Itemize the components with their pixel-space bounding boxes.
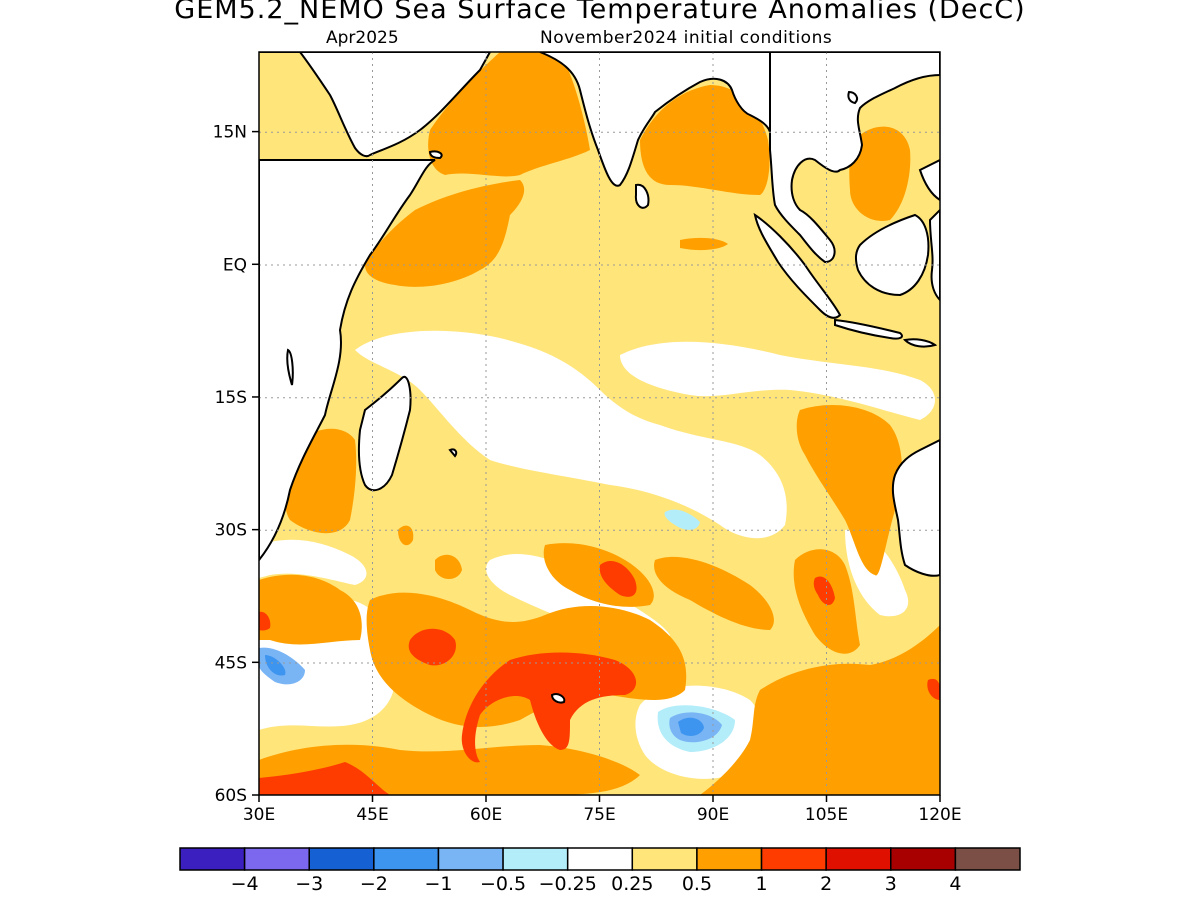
land-east-africa bbox=[259, 159, 436, 562]
colorbar-label: −3 bbox=[295, 873, 323, 895]
colorbar-swatch bbox=[890, 847, 957, 871]
colorbar: −4 −3 −2 −1 −0.5 −0.25 0.25 0.5 1 2 3 4 bbox=[179, 847, 1021, 895]
anomaly-hot-1 bbox=[408, 628, 456, 666]
initial-conditions: November2024 initial conditions bbox=[540, 28, 833, 48]
colorbar-label: 1 bbox=[755, 873, 767, 895]
anomaly-neutral-south-west bbox=[259, 539, 367, 585]
y-tick-label: 45S bbox=[215, 653, 247, 673]
anomaly-hot-3 bbox=[599, 560, 637, 597]
anomaly-warm-australia-west bbox=[796, 405, 902, 576]
colorbar-label: 0.25 bbox=[611, 873, 653, 895]
land-comoros bbox=[286, 348, 294, 386]
land-masses bbox=[259, 52, 940, 704]
land-java bbox=[834, 318, 903, 340]
x-tick-label: 75E bbox=[583, 805, 615, 825]
x-tick-label: 60E bbox=[470, 805, 502, 825]
colorbar-swatch bbox=[566, 847, 634, 871]
map-title: GEM5.2_NEMO Sea Surface Temperature Anom… bbox=[174, 0, 1026, 25]
colorbar-label: −0.5 bbox=[480, 873, 526, 895]
anomaly-hot-5 bbox=[259, 611, 271, 631]
land-sri-lanka bbox=[634, 183, 650, 209]
anomaly-hot-4 bbox=[813, 576, 835, 606]
colorbar-swatch bbox=[437, 847, 504, 871]
x-tick-label: 105E bbox=[805, 805, 848, 825]
anomaly-warm-somali bbox=[365, 180, 525, 287]
grid-lines bbox=[259, 52, 940, 795]
anomaly-warm-eq-patch bbox=[680, 237, 728, 251]
anomaly-warm-east-ridge bbox=[654, 556, 774, 630]
colorbar-swatch bbox=[502, 847, 569, 871]
anomaly-hot-7 bbox=[927, 678, 940, 700]
anomaly-hot-6 bbox=[259, 762, 390, 795]
land-sumatra bbox=[753, 212, 842, 319]
anomaly-warm-south-china-sea bbox=[849, 126, 911, 221]
colorbar-swatch bbox=[954, 847, 1021, 871]
land-southeast-asia bbox=[769, 52, 940, 264]
land-madagascar bbox=[357, 375, 412, 492]
colorbar-label: −0.25 bbox=[539, 873, 597, 895]
land-africa-arabia bbox=[259, 52, 492, 158]
anomaly-cool-mid bbox=[664, 509, 700, 530]
land-borneo bbox=[854, 213, 930, 297]
colorbar-swatch bbox=[696, 847, 763, 871]
y-tick-label: 60S bbox=[215, 786, 247, 806]
anomaly-cool-south-central-core bbox=[678, 717, 704, 736]
land-sulawesi bbox=[928, 208, 940, 302]
forecast-month: Apr2025 bbox=[326, 28, 399, 48]
land-small-island bbox=[847, 90, 859, 105]
anomaly-hot-2 bbox=[461, 652, 637, 763]
land-socotra bbox=[428, 150, 443, 160]
colorbar-label: −1 bbox=[424, 873, 452, 895]
colorbar-label: −4 bbox=[231, 873, 259, 895]
anomaly-field bbox=[259, 52, 940, 795]
x-tick-label: 120E bbox=[918, 805, 961, 825]
land-mauritius bbox=[448, 448, 458, 458]
anomaly-warm-south-belt bbox=[259, 574, 362, 645]
anomaly-warm-south-east bbox=[700, 625, 940, 795]
anomaly-warm-bay-of-bengal bbox=[640, 85, 770, 195]
anomaly-warm-mid-small bbox=[435, 554, 462, 579]
anomaly-neutral-central bbox=[355, 330, 787, 539]
colorbar-label: −2 bbox=[360, 873, 388, 895]
anomaly-cool-southwest-core bbox=[265, 655, 286, 676]
y-tick-label: 15N bbox=[213, 123, 247, 143]
colorbar-label: 4 bbox=[949, 873, 961, 895]
x-tick-label: 30E bbox=[243, 805, 275, 825]
y-tick-label: EQ bbox=[223, 255, 247, 275]
colorbar-swatch bbox=[179, 847, 246, 871]
colorbar-label: 3 bbox=[885, 873, 897, 895]
x-tick-label: 90E bbox=[697, 805, 729, 825]
anomaly-neutral-east bbox=[620, 341, 935, 420]
colorbar-swatch bbox=[308, 847, 375, 871]
x-tick-label: 45E bbox=[356, 805, 388, 825]
y-tick-label: 15S bbox=[215, 388, 247, 408]
land-india bbox=[539, 52, 771, 187]
y-tick-label: 30S bbox=[215, 521, 247, 541]
land-australia bbox=[891, 438, 940, 577]
colorbar-swatch bbox=[760, 847, 827, 871]
colorbar-swatch bbox=[825, 847, 892, 871]
colorbar-swatch bbox=[631, 847, 698, 871]
colorbar-label: 0.5 bbox=[682, 873, 712, 895]
land-kerguelen bbox=[550, 693, 566, 704]
colorbar-swatch bbox=[243, 847, 310, 871]
colorbar-swatch bbox=[373, 847, 440, 871]
colorbar-label: 2 bbox=[820, 873, 832, 895]
land-philippines bbox=[918, 158, 940, 202]
land-timor bbox=[902, 338, 938, 348]
